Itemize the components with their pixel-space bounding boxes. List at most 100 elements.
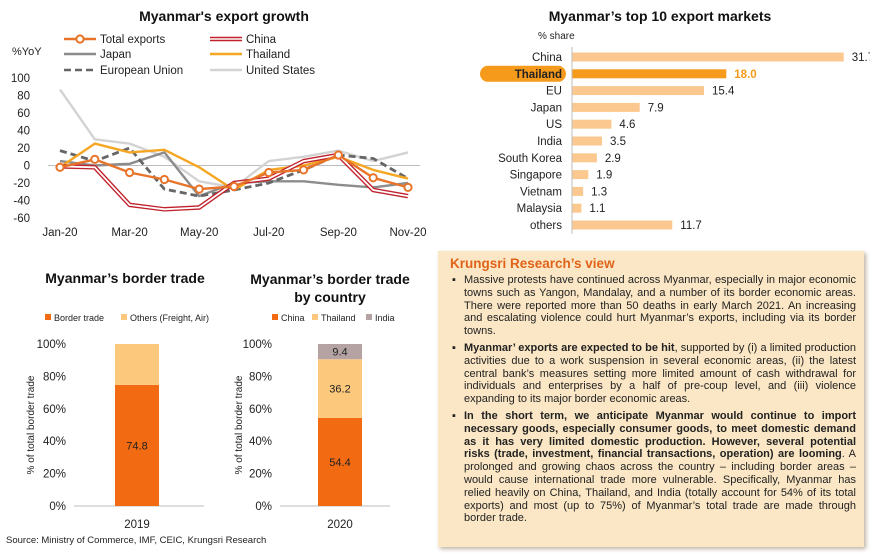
- hbar-category-label: Thailand: [515, 69, 562, 81]
- stack-y-tick-label: 20%: [249, 469, 272, 481]
- line-y-tick-label: 0: [24, 161, 30, 173]
- stack-category-label: 2020: [327, 519, 353, 531]
- hbar-bar: [572, 119, 612, 129]
- border-trade-country-title-line2: by country: [294, 289, 366, 305]
- hbar-bar: [572, 220, 673, 230]
- stack-legend-swatch: [366, 314, 372, 320]
- line-x-tick-label: Nov-20: [389, 227, 426, 239]
- border-trade-country-title-line1: Myanmar’s border trade: [250, 271, 410, 287]
- hbar-bar: [572, 186, 584, 196]
- hbar-bar: [572, 69, 727, 79]
- legend-thailand-label: Thailand: [246, 49, 290, 61]
- line-point-total-exports: [333, 150, 343, 160]
- hbar-category-label: Malaysia: [517, 203, 563, 215]
- stack-legend-swatch: [45, 314, 51, 320]
- stack-y-tick-label: 0%: [49, 501, 66, 513]
- line-point-total-exports: [125, 167, 135, 178]
- stack-y-tick-label: 80%: [249, 371, 272, 383]
- hbar-value-label: 2.9: [605, 153, 621, 165]
- stack-y-tick-label: 80%: [43, 371, 66, 383]
- research-view-panel: Krungsri Research’s view Massive protest…: [438, 251, 864, 547]
- stack-y-axis-label: % of total border trade: [26, 375, 37, 474]
- line-y-tick-label: 80: [17, 91, 30, 103]
- hbar-value-label: 11.7: [680, 220, 702, 232]
- line-point-total-exports: [159, 174, 169, 185]
- stack-y-axis-label: % of total border trade: [234, 375, 245, 474]
- top-markets-title: Myanmar’s top 10 export markets: [548, 8, 772, 24]
- line-y-tick-label: -60: [13, 213, 30, 225]
- border-trade-title: Myanmar’s border trade: [45, 270, 205, 286]
- stack-y-tick-label: 60%: [43, 404, 66, 416]
- stack-legend-swatch: [272, 314, 278, 320]
- stack-legend-label: China: [281, 313, 305, 323]
- stack-legend-label: Others (Freight, Air): [130, 313, 209, 323]
- stack-y-tick-label: 40%: [249, 436, 272, 448]
- stack-legend-label: Border trade: [54, 313, 104, 323]
- stack-segment-others: [115, 344, 159, 385]
- border-trade-country-title: Myanmar’s border trade by country: [232, 270, 428, 306]
- research-view-bullet: In the short term, we anticipate Myanmar…: [452, 410, 856, 525]
- border-trade-chart: % of total border trade 0% 20% 40% 60% 80% 100…: [26, 313, 209, 531]
- line-point-total-exports: [90, 154, 100, 164]
- hbar-bar: [572, 153, 597, 163]
- hbar-value-label: 18.0: [734, 69, 756, 81]
- hbar-category-label: Japan: [531, 102, 562, 114]
- stack-segment-label: 74.8: [126, 440, 147, 452]
- legend-european-union-label: European Union: [100, 65, 183, 77]
- stack-legend-swatch: [121, 314, 127, 320]
- stack-segment-china: [318, 417, 362, 506]
- line-point-total-exports: [403, 182, 413, 192]
- line-x-tick-label: May-20: [180, 227, 218, 239]
- hbar-category-label: EU: [546, 86, 562, 98]
- line-point-total-exports: [264, 167, 274, 178]
- stack-segment-india: [318, 344, 362, 360]
- stack-legend-swatch: [312, 314, 318, 320]
- line-y-tick-label: 20: [17, 143, 30, 155]
- bullet-text: , supported by (i) a limited production …: [464, 341, 857, 406]
- line-x-tick-label: Mar-20: [111, 227, 147, 239]
- line-x-tick-label: Sep-20: [320, 227, 357, 239]
- bullet-bold-text: Myanmar’ exports are expected to be hit: [464, 341, 675, 354]
- stack-y-tick-label: 40%: [43, 436, 66, 448]
- research-view-title: Krungsri Research’s view: [450, 256, 615, 271]
- stack-segment-label: 9.4: [332, 347, 347, 359]
- hbar-value-label: 1.9: [596, 170, 612, 182]
- legend-total-exports-label: Total exports: [100, 34, 165, 46]
- hbar-value-label: 1.1: [589, 203, 605, 215]
- bullet-text: Massive protests have continued across M…: [464, 274, 856, 338]
- hbar-bar: [572, 102, 640, 112]
- hbar-category-label: India: [537, 136, 563, 148]
- hbar-value-label: 31.7: [852, 52, 870, 64]
- stack-legend-label: Thailand: [321, 313, 356, 323]
- stack-y-tick-label: 60%: [249, 404, 272, 416]
- hbar-category-label: others: [530, 220, 562, 232]
- hbar-bar: [572, 52, 844, 62]
- research-view-bullets: Massive protests have continued across M…: [452, 274, 856, 529]
- hbar-category-label: US: [546, 119, 562, 131]
- line-point-total-exports: [55, 162, 65, 172]
- stack-segment-border: [115, 384, 159, 506]
- bullet-bold-text: In the short term, we anticipate Myanmar…: [464, 409, 856, 461]
- line-point-total-exports: [229, 181, 239, 192]
- legend-united-states-label: United States: [246, 65, 315, 77]
- line-y-tick-label: -20: [13, 178, 30, 190]
- hbar-category-label: Singapore: [510, 170, 562, 182]
- line-y-axis-label: %YoY: [12, 46, 42, 58]
- hbar-value-label: 3.5: [610, 136, 626, 148]
- hbar-axis-label: % share: [538, 31, 575, 42]
- line-point-total-exports: [368, 173, 378, 183]
- border-trade-country-chart: % of total border trade 0% 20% 40% 60% 80% 100…: [234, 313, 395, 531]
- stack-y-tick-label: 100%: [243, 339, 272, 351]
- line-y-tick-label: -40: [13, 196, 30, 208]
- hbar-bar: [572, 170, 589, 180]
- hbar-value-label: 4.6: [619, 119, 635, 131]
- stack-y-tick-label: 20%: [43, 469, 66, 481]
- hbar-category-label: Vietnam: [520, 186, 562, 198]
- hbar-value-label: 7.9: [648, 102, 664, 114]
- line-point-total-exports: [299, 165, 309, 175]
- bullet-text: . A prolonged and growing chaos across t…: [464, 448, 857, 525]
- line-y-tick-label: 60: [17, 108, 30, 120]
- line-y-tick-label: 40: [17, 126, 30, 138]
- hbar-category-label: South Korea: [498, 153, 563, 165]
- hbar-value-label: 1.3: [591, 186, 607, 198]
